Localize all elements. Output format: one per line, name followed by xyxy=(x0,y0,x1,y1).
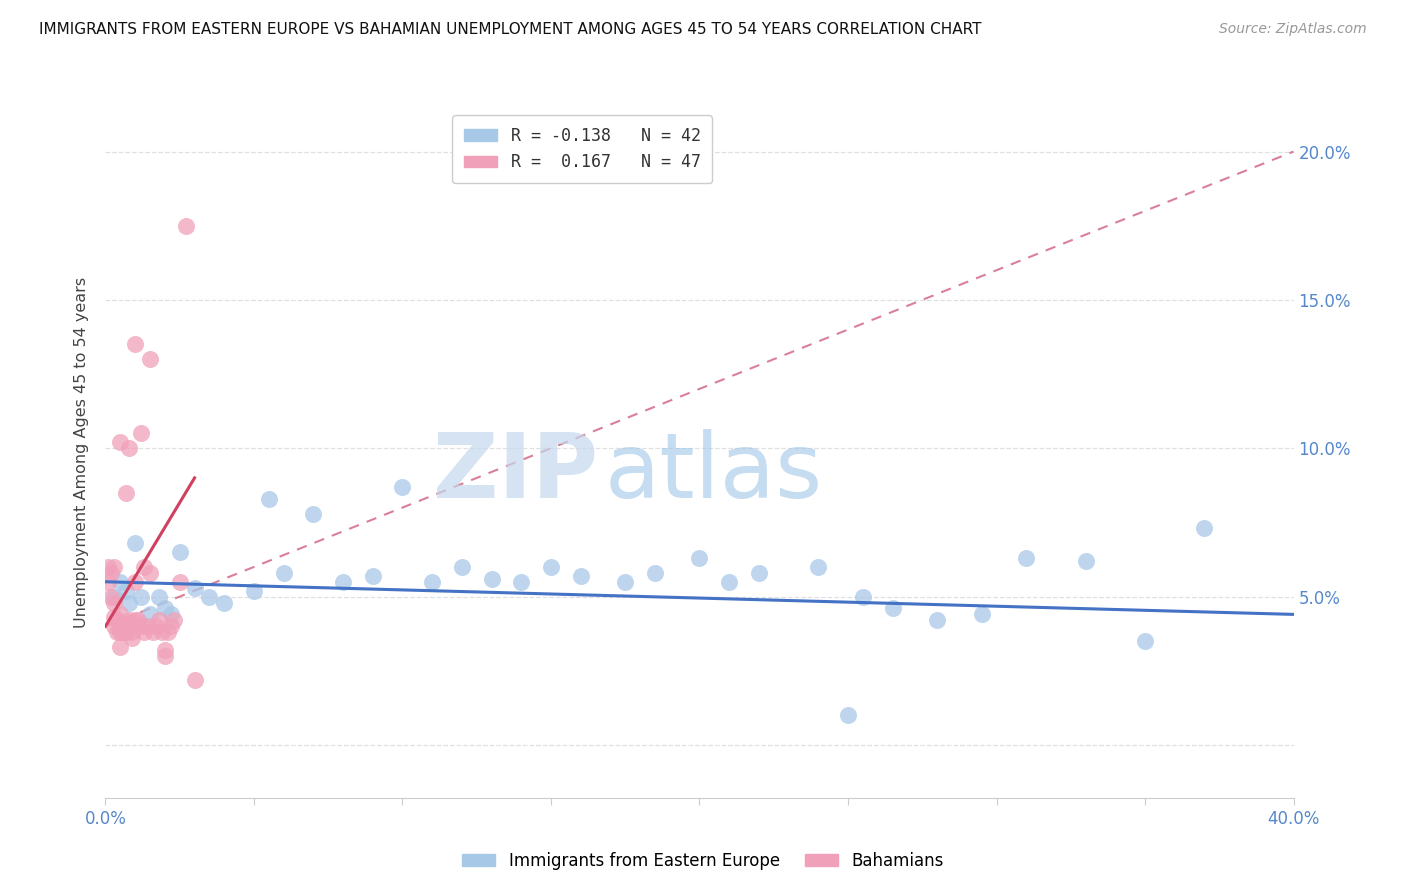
Point xyxy=(243,583,266,598)
Point xyxy=(121,631,143,645)
Point xyxy=(159,607,181,622)
Point xyxy=(214,595,236,609)
Point xyxy=(139,607,162,622)
Point xyxy=(100,590,122,604)
Point xyxy=(644,566,666,580)
Point xyxy=(105,625,128,640)
Point xyxy=(159,619,181,633)
Point xyxy=(198,590,221,604)
Point xyxy=(163,613,186,627)
Point xyxy=(145,619,167,633)
Point xyxy=(103,560,125,574)
Legend: Immigrants from Eastern Europe, Bahamians: Immigrants from Eastern Europe, Bahamian… xyxy=(456,846,950,877)
Point xyxy=(183,581,205,595)
Point xyxy=(273,566,295,580)
Point xyxy=(110,435,132,450)
Point xyxy=(129,426,152,441)
Point xyxy=(132,560,155,574)
Point xyxy=(540,560,562,574)
Point xyxy=(100,566,122,580)
Point xyxy=(807,560,830,574)
Point xyxy=(1015,551,1038,566)
Point xyxy=(97,560,120,574)
Point xyxy=(115,619,138,633)
Point xyxy=(852,590,875,604)
Text: Source: ZipAtlas.com: Source: ZipAtlas.com xyxy=(1219,22,1367,37)
Point xyxy=(118,619,141,633)
Legend: R = -0.138   N = 42, R =  0.167   N = 47: R = -0.138 N = 42, R = 0.167 N = 47 xyxy=(453,115,713,183)
Point xyxy=(112,619,135,633)
Point xyxy=(510,574,533,589)
Point xyxy=(118,442,141,456)
Point xyxy=(420,574,443,589)
Point xyxy=(1133,634,1156,648)
Point xyxy=(110,640,132,654)
Point xyxy=(124,536,146,550)
Point xyxy=(127,613,149,627)
Point xyxy=(115,485,138,500)
Point xyxy=(148,613,170,627)
Point xyxy=(391,480,413,494)
Point xyxy=(153,643,176,657)
Point xyxy=(153,648,176,663)
Point xyxy=(105,613,128,627)
Point xyxy=(927,613,949,627)
Point xyxy=(1074,554,1097,568)
Point xyxy=(110,574,132,589)
Point xyxy=(150,625,173,640)
Point xyxy=(118,595,141,609)
Point xyxy=(103,595,125,609)
Text: IMMIGRANTS FROM EASTERN EUROPE VS BAHAMIAN UNEMPLOYMENT AMONG AGES 45 TO 54 YEAR: IMMIGRANTS FROM EASTERN EUROPE VS BAHAMI… xyxy=(39,22,981,37)
Point xyxy=(481,572,503,586)
Point xyxy=(837,708,859,723)
Point xyxy=(110,607,132,622)
Point xyxy=(450,560,472,574)
Point xyxy=(748,566,770,580)
Point xyxy=(142,625,165,640)
Point xyxy=(174,219,197,233)
Point xyxy=(153,601,176,615)
Point xyxy=(103,619,125,633)
Point xyxy=(718,574,741,589)
Point xyxy=(124,613,146,627)
Point xyxy=(124,337,146,351)
Point xyxy=(569,569,592,583)
Point xyxy=(183,673,205,687)
Point xyxy=(156,625,179,640)
Point xyxy=(970,607,993,622)
Point xyxy=(103,610,125,624)
Point xyxy=(136,619,159,633)
Point xyxy=(139,352,162,367)
Point xyxy=(689,551,711,566)
Point xyxy=(103,590,125,604)
Text: atlas: atlas xyxy=(605,429,823,517)
Point xyxy=(361,569,384,583)
Y-axis label: Unemployment Among Ages 45 to 54 years: Unemployment Among Ages 45 to 54 years xyxy=(75,277,90,628)
Point xyxy=(129,590,152,604)
Point xyxy=(118,613,141,627)
Point xyxy=(115,625,138,640)
Point xyxy=(148,590,170,604)
Point xyxy=(169,545,191,559)
Point xyxy=(882,601,904,615)
Point xyxy=(302,507,325,521)
Point xyxy=(332,574,354,589)
Point xyxy=(124,574,146,589)
Point xyxy=(132,625,155,640)
Point xyxy=(139,566,162,580)
Point xyxy=(110,625,132,640)
Point xyxy=(112,625,135,640)
Point xyxy=(129,619,152,633)
Point xyxy=(169,574,191,589)
Point xyxy=(257,491,280,506)
Point xyxy=(121,625,143,640)
Point xyxy=(614,574,637,589)
Point xyxy=(97,574,120,589)
Text: ZIP: ZIP xyxy=(433,429,599,517)
Point xyxy=(1194,521,1216,535)
Point xyxy=(115,583,138,598)
